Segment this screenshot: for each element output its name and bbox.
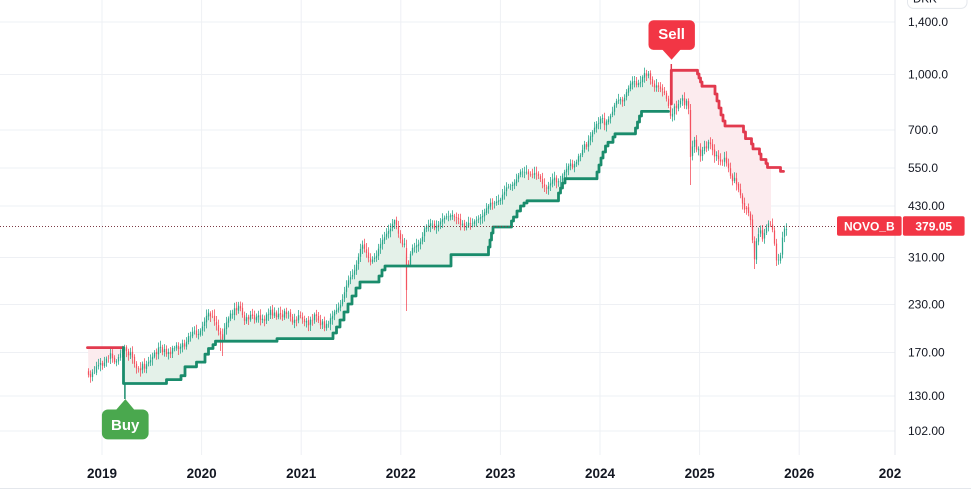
- svg-text:1,000.0: 1,000.0: [908, 68, 948, 82]
- svg-text:2021: 2021: [286, 466, 317, 481]
- svg-text:Buy: Buy: [111, 417, 140, 434]
- svg-text:2023: 2023: [485, 466, 516, 481]
- svg-text:230.00: 230.00: [908, 298, 945, 312]
- svg-text:Sell: Sell: [658, 26, 685, 43]
- svg-text:NOVO_B: NOVO_B: [844, 219, 895, 233]
- svg-text:2022: 2022: [386, 466, 416, 481]
- svg-text:550.0: 550.0: [908, 161, 938, 175]
- svg-text:2020: 2020: [187, 466, 217, 481]
- svg-text:2026: 2026: [784, 466, 815, 481]
- svg-text:2024: 2024: [585, 466, 616, 481]
- svg-text:2025: 2025: [685, 466, 716, 481]
- svg-text:102.00: 102.00: [908, 424, 945, 438]
- svg-text:DKK: DKK: [913, 0, 937, 6]
- svg-text:430.00: 430.00: [908, 199, 945, 213]
- svg-text:202: 202: [879, 466, 902, 481]
- svg-text:170.00: 170.00: [908, 346, 945, 360]
- svg-text:1,400.0: 1,400.0: [908, 15, 948, 29]
- svg-text:310.00: 310.00: [908, 251, 945, 265]
- svg-text:700.0: 700.0: [908, 123, 938, 137]
- svg-text:379.05: 379.05: [915, 219, 952, 233]
- svg-text:130.00: 130.00: [908, 389, 945, 403]
- svg-text:2019: 2019: [87, 466, 117, 481]
